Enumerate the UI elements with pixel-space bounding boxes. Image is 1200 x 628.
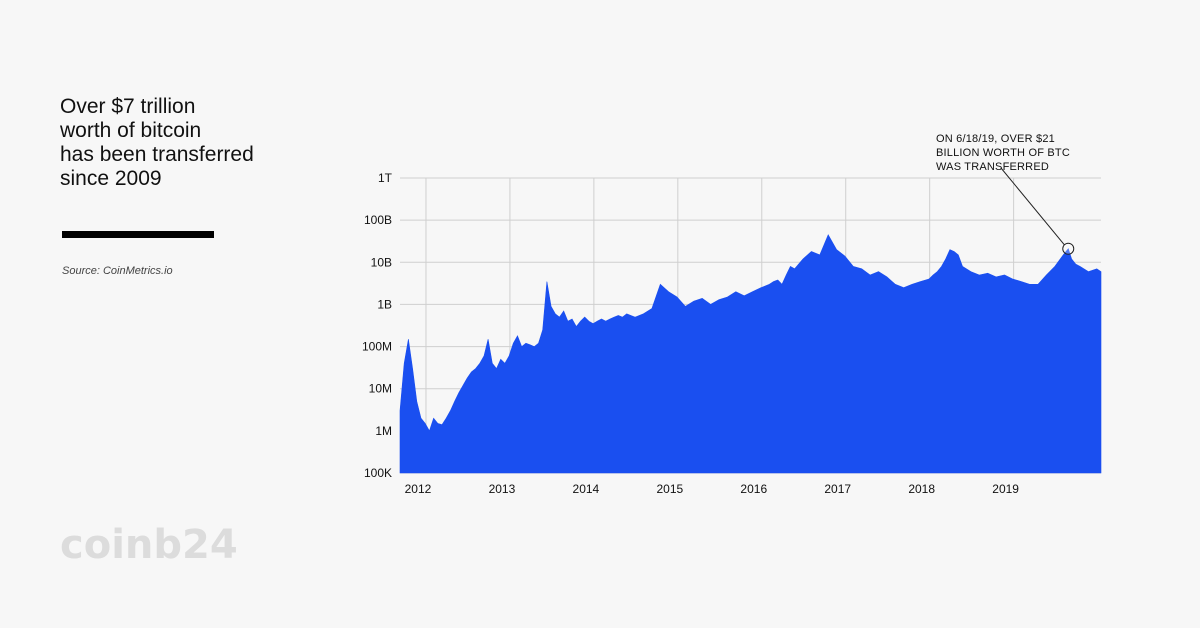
x-tick-label: 2013 (489, 482, 516, 496)
y-tick-label: 100K (364, 466, 392, 480)
x-tick-label: 2014 (573, 482, 600, 496)
volume-area-series (399, 234, 1102, 474)
annotation-line-3: WAS TRANSFERRED (936, 161, 1050, 173)
y-tick-label: 1T (378, 171, 393, 185)
headline-line-3: has been transferred (60, 143, 254, 166)
y-tick-label: 100B (364, 213, 392, 227)
x-tick-label: 2019 (992, 482, 1019, 496)
x-tick-label: 2016 (740, 482, 767, 496)
y-tick-label: 1M (375, 424, 392, 438)
annotation-marker (1062, 242, 1075, 255)
headline-line-1: Over $7 trillion (60, 95, 196, 118)
headline-line-2: worth of bitcoin (60, 119, 202, 142)
y-tick-label: 10B (371, 255, 392, 269)
x-tick-label: 2012 (405, 482, 432, 496)
annotation-line-2: BILLION WORTH OF BTC (936, 147, 1070, 159)
annotation-leader-line (1000, 167, 1065, 246)
x-tick-label: 2015 (656, 482, 683, 496)
y-tick-label: 100M (362, 340, 392, 354)
y-tick-label: 10M (369, 382, 392, 396)
chart-annotation: ON 6/18/19, OVER $21 BILLION WORTH OF BT… (936, 132, 1070, 174)
y-tick-label: 1B (377, 297, 392, 311)
x-tick-label: 2018 (908, 482, 935, 496)
headline: Over $7 trillion worth of bitcoin has be… (60, 95, 320, 191)
x-tick-label: 2017 (824, 482, 851, 496)
annotation-line-1: ON 6/18/19, OVER $21 (936, 133, 1055, 145)
source-note: Source: CoinMetrics.io (62, 265, 173, 277)
divider-rule (62, 231, 214, 238)
headline-line-4: since 2009 (60, 167, 162, 190)
brand-logo: coinb24 (60, 522, 238, 568)
